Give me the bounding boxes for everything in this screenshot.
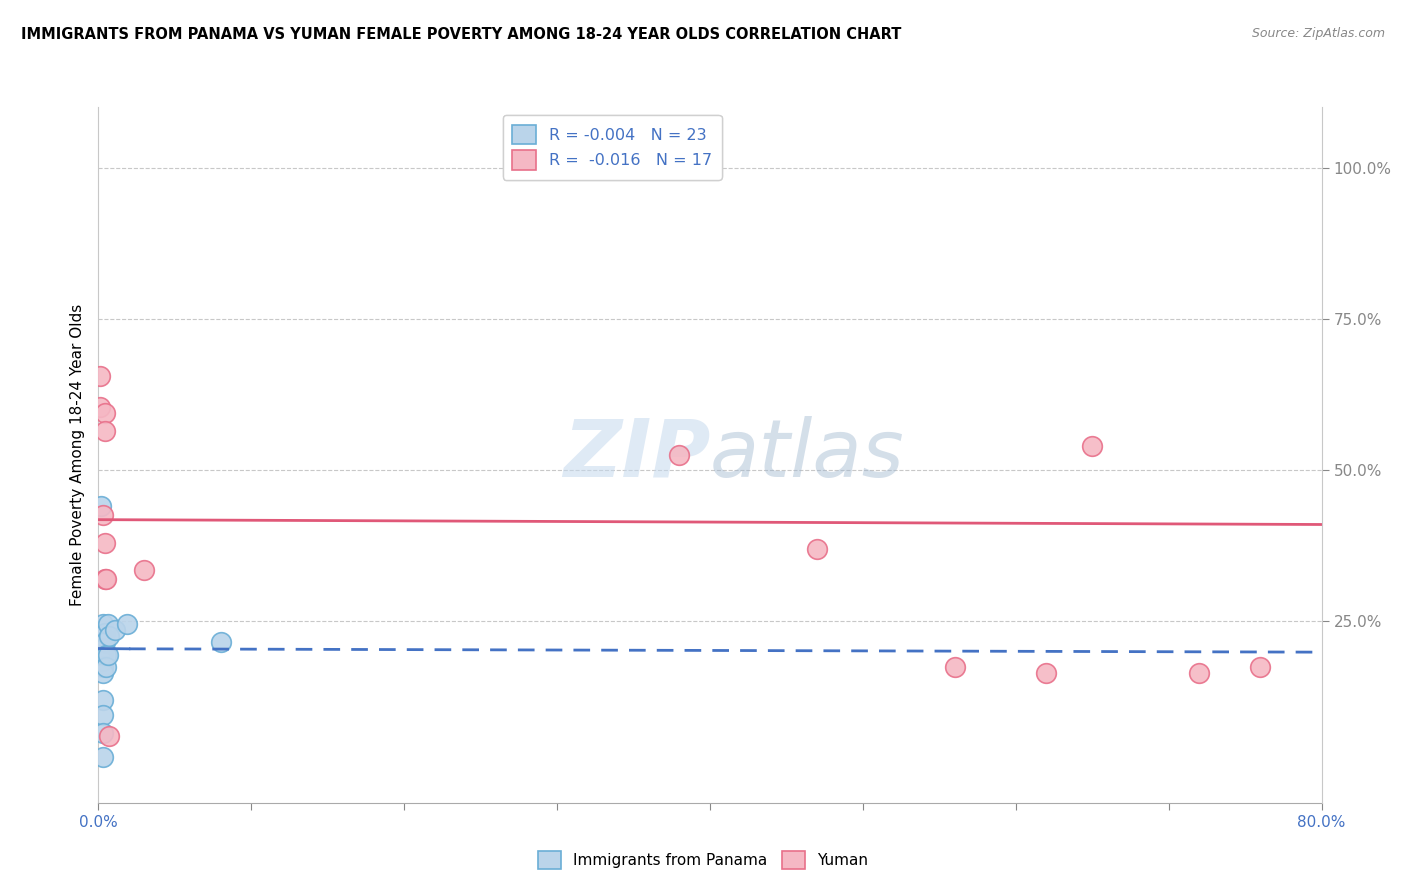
Point [94, 572, 117, 586]
Point [1081, 439, 1104, 453]
Point [91, 665, 114, 680]
Point [97, 617, 120, 632]
Point [91, 629, 114, 643]
Text: Source: ZipAtlas.com: Source: ZipAtlas.com [1251, 27, 1385, 40]
Point [91, 708, 114, 723]
Point [94, 659, 117, 673]
Point [91, 659, 114, 673]
Point [91, 508, 114, 523]
Point [91, 617, 114, 632]
Point [668, 448, 690, 462]
Point [97, 648, 120, 662]
Point [943, 659, 966, 673]
Point [91, 726, 114, 740]
Text: IMMIGRANTS FROM PANAMA VS YUMAN FEMALE POVERTY AMONG 18-24 YEAR OLDS CORRELATION: IMMIGRANTS FROM PANAMA VS YUMAN FEMALE P… [21, 27, 901, 42]
Text: ZIP: ZIP [562, 416, 710, 494]
Point [93, 635, 115, 649]
Point [98, 629, 121, 643]
Legend: Immigrants from Panama, Yuman: Immigrants from Panama, Yuman [531, 845, 875, 875]
Point [91, 635, 114, 649]
Point [93, 572, 115, 586]
Point [98, 729, 121, 743]
Y-axis label: Female Poverty Among 18-24 Year Olds: Female Poverty Among 18-24 Year Olds [69, 304, 84, 606]
Point [93, 406, 115, 420]
Point [91, 750, 114, 764]
Point [117, 617, 139, 632]
Point [89, 400, 111, 414]
Point [93, 424, 115, 438]
Point [1188, 665, 1211, 680]
Point [89, 369, 111, 384]
Point [93, 535, 115, 549]
Point [1035, 665, 1057, 680]
Point [94, 648, 117, 662]
Point [134, 563, 156, 577]
Legend: R = -0.004   N = 23, R =  -0.016   N = 17: R = -0.004 N = 23, R = -0.016 N = 17 [503, 115, 721, 179]
Point [209, 635, 232, 649]
Point [806, 541, 828, 556]
Point [91, 641, 114, 656]
Point [93, 626, 115, 640]
Point [91, 693, 114, 707]
Point [91, 654, 114, 668]
Point [91, 648, 114, 662]
Point [1249, 659, 1271, 673]
Point [90, 500, 112, 514]
Text: atlas: atlas [710, 416, 905, 494]
Point [104, 624, 127, 638]
